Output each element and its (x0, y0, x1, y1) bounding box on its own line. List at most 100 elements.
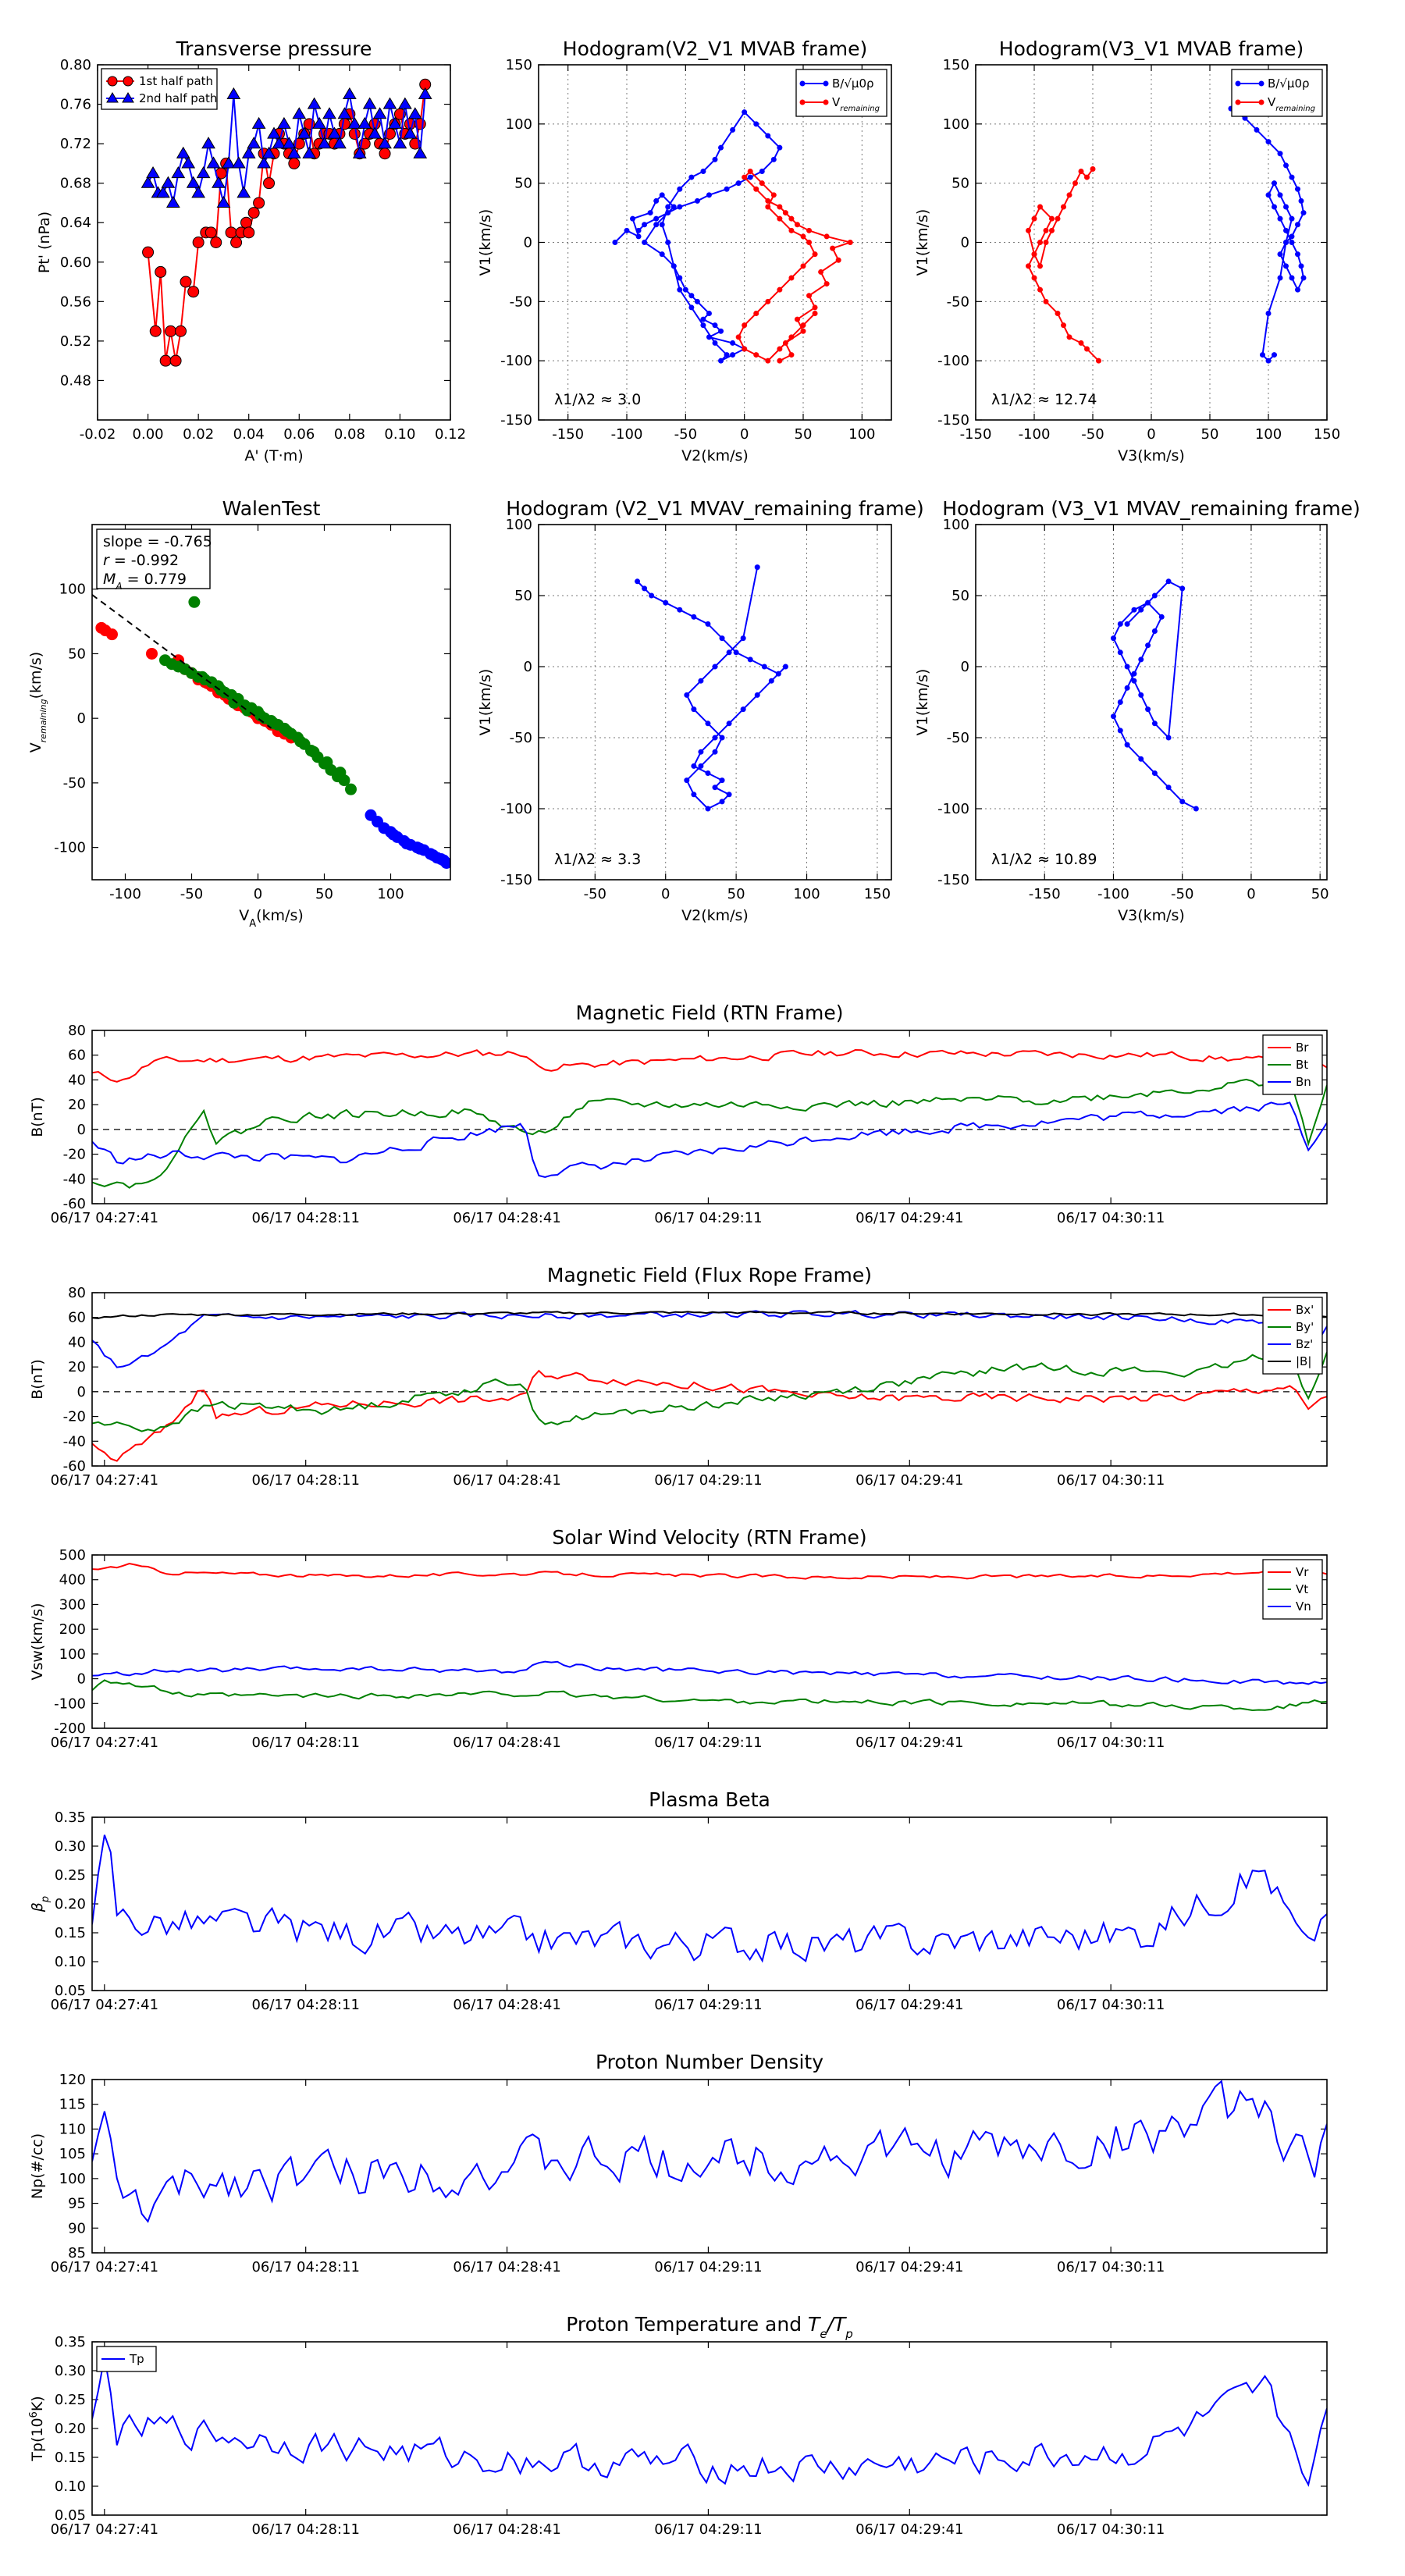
series-green (159, 596, 357, 795)
stats-line: MA = 0.779 (103, 571, 187, 592)
data-point (706, 311, 712, 316)
data-point (665, 204, 671, 210)
data-point (186, 176, 201, 188)
x-tick-label: -50 (674, 426, 697, 443)
y-axis-label: Np(#/cc) (29, 2133, 46, 2199)
data-point (753, 352, 759, 358)
data-point (400, 838, 413, 850)
series-line-b (92, 1311, 1327, 1319)
legend-marker (823, 99, 829, 105)
legend-label: Vn (1296, 1599, 1311, 1614)
data-point (653, 197, 660, 204)
data-point (1049, 227, 1055, 233)
legend-marker (823, 80, 829, 87)
data-point (1055, 311, 1061, 316)
data-point (677, 186, 683, 192)
data-point (788, 275, 795, 281)
panel-title: Transverse pressure (176, 37, 372, 60)
x-tick-label: 0 (661, 886, 670, 902)
data-point (222, 156, 236, 169)
data-point (268, 717, 280, 730)
data-point (684, 692, 690, 698)
data-point (206, 156, 221, 169)
data-point (156, 186, 170, 198)
data-point (753, 311, 759, 316)
data-point (225, 226, 237, 239)
axes-frame (975, 64, 1328, 421)
y-axis-label: Tp(106K) (28, 2396, 47, 2461)
x-tick-label: 06/17 04:30:11 (1057, 2259, 1165, 2275)
data-point (342, 87, 357, 100)
data-point (726, 720, 732, 727)
data-point (705, 806, 711, 812)
data-point (261, 146, 276, 158)
legend-marker (1235, 80, 1241, 87)
x-tick-label: 0 (1147, 426, 1155, 443)
y-tick-label: -40 (63, 1171, 86, 1187)
plot-area (92, 1562, 1327, 1712)
data-point (337, 107, 352, 119)
data-point (694, 197, 700, 204)
y-tick-label: 95 (68, 2196, 86, 2212)
panel-hodo4: Hodogram (V3_V1 MVAV_remaining frame) -15… (914, 497, 1361, 924)
panel-np: Proton Number Density 85 90 95 100 105 110 115 1… (29, 2051, 1328, 2275)
data-point (754, 692, 760, 698)
data-point (742, 109, 748, 116)
data-point (146, 647, 158, 660)
y-tick-label: -20 (63, 1409, 86, 1425)
data-point (788, 215, 795, 222)
x-axis-label: VA(km/s) (239, 907, 304, 930)
x-tick-label: 50 (795, 426, 813, 443)
data-point (670, 204, 677, 210)
data-point (718, 144, 724, 151)
plot-area (635, 564, 788, 812)
y-tick-label: 100 (506, 116, 532, 133)
data-point (1037, 204, 1043, 210)
legend-label: 2nd half path (139, 91, 217, 105)
x-tick-label: -0.02 (80, 426, 116, 443)
y-tick-label: -100 (937, 801, 969, 817)
x-tick-label: -100 (109, 886, 141, 902)
data-point (1283, 227, 1289, 233)
y-tick-label: 100 (943, 517, 969, 533)
y-tick-label: 0.15 (55, 1925, 86, 1941)
y-tick-label: -150 (937, 872, 969, 888)
plot-area (140, 78, 432, 367)
data-point (347, 116, 362, 129)
data-point (1265, 192, 1272, 198)
data-point (635, 227, 642, 233)
data-point (712, 156, 718, 162)
data-point (226, 87, 241, 100)
data-point (1265, 311, 1272, 316)
data-point (782, 340, 788, 346)
plot-area (92, 1834, 1327, 1963)
x-tick-label: 06/17 04:27:41 (51, 1997, 158, 2013)
data-point (142, 246, 155, 258)
x-tick-label: 150 (864, 886, 891, 902)
series-b-0- (612, 109, 783, 364)
data-point (247, 137, 261, 149)
data-point (1151, 770, 1158, 776)
data-point (357, 116, 372, 129)
data-point (294, 735, 307, 748)
y-tick-label: 0.05 (55, 2507, 86, 2524)
y-tick-label: 500 (59, 1547, 86, 1564)
data-point (1110, 713, 1116, 720)
data-point (1289, 233, 1295, 240)
data-point (322, 107, 336, 119)
y-tick-label: 60 (68, 1048, 86, 1064)
y-tick-label: 0.05 (55, 1983, 86, 1999)
data-point (1295, 186, 1300, 192)
data-point (247, 207, 260, 219)
y-tick-label: 90 (68, 2220, 86, 2236)
y-tick-label: -150 (500, 872, 532, 888)
data-point (1289, 240, 1295, 245)
data-point (140, 176, 155, 188)
panel-hodo3: Hodogram (V2_V1 MVAV_remaining frame) -50… (477, 497, 924, 924)
x-axis-label: A' (T·m) (244, 447, 303, 464)
legend-label: Tp (129, 2352, 144, 2366)
x-axis-label: V2(km/s) (681, 447, 749, 464)
data-point (192, 237, 205, 248)
y-tick-label: -200 (54, 1720, 86, 1737)
